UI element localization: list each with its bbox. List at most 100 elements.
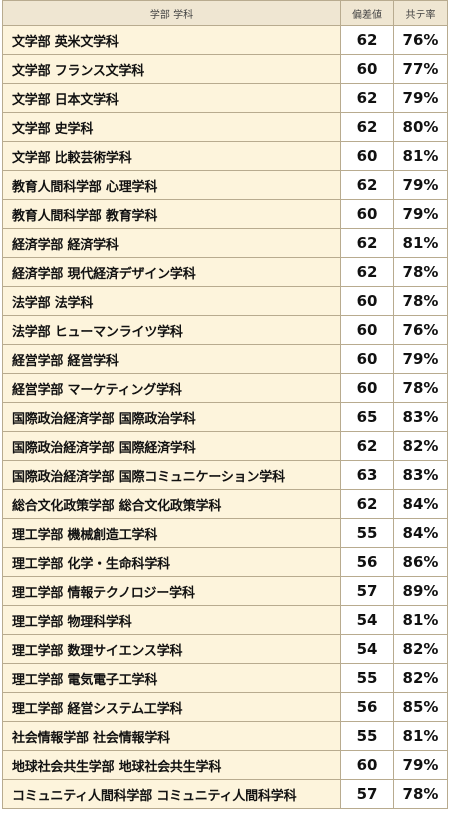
hensachi-value: 60 — [340, 54, 394, 84]
hensachi-value: 60 — [340, 750, 394, 780]
hensachi-value: 56 — [340, 547, 394, 577]
faculty-department-name: 文学部 英米文学科 — [2, 25, 341, 55]
kyotei-rate-value: 83% — [393, 402, 448, 432]
faculty-department-name: 理工学部 化学・生命科学科 — [2, 547, 341, 577]
table-row: 文学部 英米文学科 62 76% — [2, 25, 448, 55]
table-row: コミュニティ人間科学部 コミュニティ人間科学科 57 78% — [2, 779, 448, 809]
table-row: 経済学部 経済学科 62 81% — [2, 228, 448, 258]
faculty-department-name: 文学部 フランス文学科 — [2, 54, 341, 84]
table-row: 理工学部 化学・生命科学科 56 86% — [2, 547, 448, 577]
faculty-department-name: 理工学部 電気電子工学科 — [2, 663, 341, 693]
faculty-department-name: 文学部 日本文学科 — [2, 83, 341, 113]
kyotei-rate-value: 85% — [393, 692, 448, 722]
kyotei-rate-value: 81% — [393, 605, 448, 635]
hensachi-value: 55 — [340, 518, 394, 548]
kyotei-rate-value: 82% — [393, 634, 448, 664]
faculty-department-name: 法学部 ヒューマンライツ学科 — [2, 315, 341, 345]
kyotei-rate-value: 84% — [393, 489, 448, 519]
hensachi-value: 60 — [340, 141, 394, 171]
faculty-department-name: 総合文化政策学部 総合文化政策学科 — [2, 489, 341, 519]
hensachi-value: 54 — [340, 605, 394, 635]
hensachi-value: 62 — [340, 112, 394, 142]
table-row: 文学部 史学科 62 80% — [2, 112, 448, 142]
hensachi-value: 62 — [340, 489, 394, 519]
table-row: 法学部 法学科 60 78% — [2, 286, 448, 316]
faculty-department-name: 国際政治経済学部 国際経済学科 — [2, 431, 341, 461]
hensachi-value: 56 — [340, 692, 394, 722]
faculty-department-name: 経済学部 現代経済デザイン学科 — [2, 257, 341, 287]
table-row: 総合文化政策学部 総合文化政策学科 62 84% — [2, 489, 448, 519]
hensachi-value: 63 — [340, 460, 394, 490]
faculty-department-name: コミュニティ人間科学部 コミュニティ人間科学科 — [2, 779, 341, 809]
header-kyotei-rate: 共テ率 — [393, 0, 448, 26]
hensachi-value: 57 — [340, 779, 394, 809]
faculty-department-name: 教育人間科学部 教育学科 — [2, 199, 341, 229]
kyotei-rate-value: 78% — [393, 373, 448, 403]
table-body: 文学部 英米文学科 62 76% 文学部 フランス文学科 60 77% 文学部 日本文学科 6… — [2, 25, 448, 809]
kyotei-rate-value: 79% — [393, 170, 448, 200]
hensachi-value: 62 — [340, 25, 394, 55]
table-row: 経営学部 経営学科 60 79% — [2, 344, 448, 374]
faculty-department-name: 国際政治経済学部 国際コミュニケーション学科 — [2, 460, 341, 490]
header-faculty-department: 学部 学科 — [2, 0, 341, 26]
faculty-department-name: 社会情報学部 社会情報学科 — [2, 721, 341, 751]
table-row: 経営学部 マーケティング学科 60 78% — [2, 373, 448, 403]
hensachi-value: 54 — [340, 634, 394, 664]
faculty-department-name: 理工学部 数理サイエンス学科 — [2, 634, 341, 664]
hensachi-value: 60 — [340, 373, 394, 403]
table-row: 社会情報学部 社会情報学科 55 81% — [2, 721, 448, 751]
kyotei-rate-value: 81% — [393, 721, 448, 751]
kyotei-rate-value: 81% — [393, 228, 448, 258]
table-row: 教育人間科学部 心理学科 62 79% — [2, 170, 448, 200]
faculty-department-name: 理工学部 物理科学科 — [2, 605, 341, 635]
faculty-department-name: 教育人間科学部 心理学科 — [2, 170, 341, 200]
table-row: 文学部 比較芸術学科 60 81% — [2, 141, 448, 171]
kyotei-rate-value: 77% — [393, 54, 448, 84]
kyotei-rate-value: 80% — [393, 112, 448, 142]
faculty-department-name: 文学部 比較芸術学科 — [2, 141, 341, 171]
table-row: 理工学部 経営システム工学科 56 85% — [2, 692, 448, 722]
hensachi-value: 55 — [340, 721, 394, 751]
kyotei-rate-value: 78% — [393, 779, 448, 809]
kyotei-rate-value: 89% — [393, 576, 448, 606]
faculty-department-name: 理工学部 情報テクノロジー学科 — [2, 576, 341, 606]
hensachi-value: 60 — [340, 344, 394, 374]
table-row: 理工学部 物理科学科 54 81% — [2, 605, 448, 635]
hensachi-value: 57 — [340, 576, 394, 606]
table-header-row: 学部 学科 偏差値 共テ率 — [2, 0, 448, 26]
kyotei-rate-value: 78% — [393, 286, 448, 316]
faculty-department-name: 理工学部 機械創造工学科 — [2, 518, 341, 548]
table-row: 国際政治経済学部 国際経済学科 62 82% — [2, 431, 448, 461]
faculty-department-name: 国際政治経済学部 国際政治学科 — [2, 402, 341, 432]
table-row: 地球社会共生学部 地球社会共生学科 60 79% — [2, 750, 448, 780]
kyotei-rate-value: 79% — [393, 344, 448, 374]
kyotei-rate-value: 76% — [393, 315, 448, 345]
table-row: 文学部 日本文学科 62 79% — [2, 83, 448, 113]
kyotei-rate-value: 79% — [393, 750, 448, 780]
hensachi-value: 62 — [340, 257, 394, 287]
hensachi-value: 62 — [340, 431, 394, 461]
faculty-department-name: 理工学部 経営システム工学科 — [2, 692, 341, 722]
header-hensachi: 偏差値 — [340, 0, 394, 26]
faculty-department-name: 経営学部 マーケティング学科 — [2, 373, 341, 403]
kyotei-rate-value: 76% — [393, 25, 448, 55]
table-row: 理工学部 電気電子工学科 55 82% — [2, 663, 448, 693]
faculty-department-name: 法学部 法学科 — [2, 286, 341, 316]
hensachi-value: 62 — [340, 83, 394, 113]
hensachi-value: 60 — [340, 199, 394, 229]
kyotei-rate-value: 83% — [393, 460, 448, 490]
kyotei-rate-value: 78% — [393, 257, 448, 287]
hensachi-value: 55 — [340, 663, 394, 693]
faculty-department-name: 文学部 史学科 — [2, 112, 341, 142]
hensachi-value: 60 — [340, 286, 394, 316]
kyotei-rate-value: 86% — [393, 547, 448, 577]
hensachi-value: 62 — [340, 170, 394, 200]
table-row: 国際政治経済学部 国際コミュニケーション学科 63 83% — [2, 460, 448, 490]
hensachi-value: 60 — [340, 315, 394, 345]
kyotei-rate-value: 84% — [393, 518, 448, 548]
kyotei-rate-value: 82% — [393, 431, 448, 461]
faculty-department-name: 経営学部 経営学科 — [2, 344, 341, 374]
kyotei-rate-value: 81% — [393, 141, 448, 171]
